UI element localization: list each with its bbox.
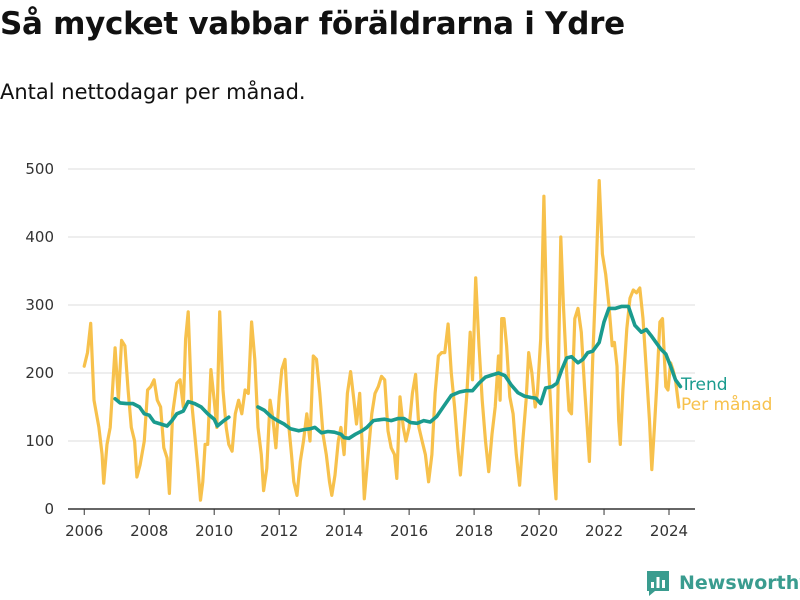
- x-tick-2006: 2006: [65, 522, 103, 540]
- x-tick-2018: 2018: [455, 522, 493, 540]
- y-tick-0: 0: [44, 500, 54, 518]
- y-tick-100: 100: [25, 432, 54, 450]
- y-axis-ticks: 0 100 200 300 400 500: [25, 160, 54, 518]
- x-tick-2020: 2020: [520, 522, 558, 540]
- trend-line-segment-0: [113, 397, 231, 428]
- series-per-manad: [82, 179, 681, 502]
- series-lines: [82, 179, 683, 502]
- x-tick-2022: 2022: [585, 522, 623, 540]
- y-tick-300: 300: [25, 296, 54, 314]
- x-tick-2014: 2014: [325, 522, 363, 540]
- y-tick-400: 400: [25, 228, 54, 246]
- legend-per-manad: Per månad: [681, 394, 772, 415]
- page-title: Så mycket vabbar föräldrarna i Ydre: [0, 6, 625, 42]
- legend-trend: Trend: [680, 375, 728, 395]
- x-tick-2008: 2008: [130, 522, 168, 540]
- x-tick-2024: 2024: [650, 522, 688, 540]
- y-tick-500: 500: [25, 160, 54, 178]
- x-tick-2010: 2010: [195, 522, 233, 540]
- x-tick-2012: 2012: [260, 522, 298, 540]
- brand-name: Newsworthy: [679, 572, 800, 594]
- y-tick-200: 200: [25, 364, 54, 382]
- per-manad-line-segment-0: [82, 179, 681, 502]
- bar-chart-logo-icon: [647, 571, 669, 596]
- x-tick-2016: 2016: [390, 522, 428, 540]
- trend-line-segment-1: [256, 304, 683, 441]
- page-subtitle: Antal nettodagar per månad.: [0, 80, 306, 104]
- newsworthy-logo: Newsworthy: [645, 568, 800, 598]
- x-axis-ticks: 2006 2008 2010 2012 2014 2016 2018 2020 2022 2024: [65, 509, 688, 540]
- series-trend: [113, 304, 683, 441]
